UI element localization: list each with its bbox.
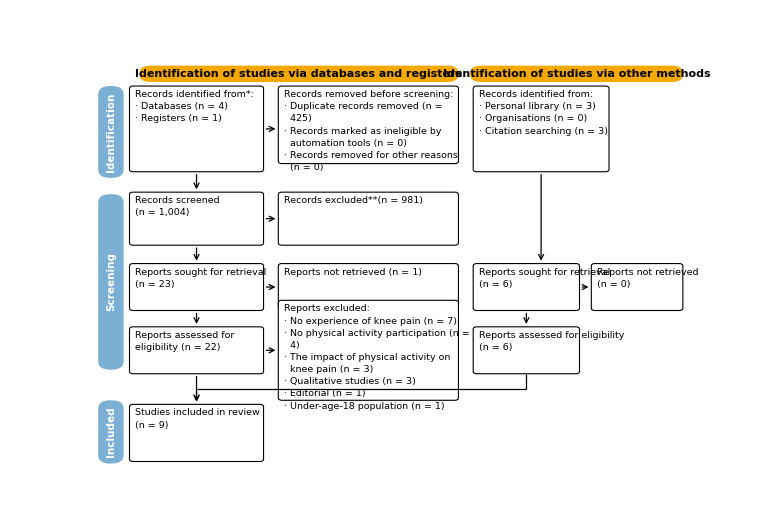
FancyBboxPatch shape — [278, 263, 459, 311]
Text: Reports assessed for eligibility
(n = 6): Reports assessed for eligibility (n = 6) — [479, 331, 625, 352]
FancyBboxPatch shape — [98, 400, 123, 464]
FancyBboxPatch shape — [591, 263, 683, 311]
FancyBboxPatch shape — [130, 192, 264, 245]
FancyBboxPatch shape — [473, 327, 579, 374]
Text: Identification of studies via databases and registers: Identification of studies via databases … — [136, 69, 463, 79]
FancyBboxPatch shape — [130, 327, 264, 374]
Text: Reports sought for retrieval
(n = 23): Reports sought for retrieval (n = 23) — [136, 268, 267, 289]
FancyBboxPatch shape — [473, 263, 579, 311]
Text: Identification of studies via other methods: Identification of studies via other meth… — [443, 69, 710, 79]
Text: Records identified from:
· Personal library (n = 3)
· Organisations (n = 0)
· Ci: Records identified from: · Personal libr… — [479, 90, 608, 136]
Text: Records screened
(n = 1,004): Records screened (n = 1,004) — [136, 196, 220, 217]
Text: Screening: Screening — [106, 252, 116, 312]
FancyBboxPatch shape — [278, 192, 459, 245]
FancyBboxPatch shape — [130, 86, 264, 172]
Text: Reports assessed for
eligibility (n = 22): Reports assessed for eligibility (n = 22… — [136, 331, 235, 352]
FancyBboxPatch shape — [98, 86, 123, 178]
Text: Included: Included — [106, 407, 116, 457]
FancyBboxPatch shape — [130, 263, 264, 311]
FancyBboxPatch shape — [98, 194, 123, 370]
Text: Reports sought for retrieval
(n = 6): Reports sought for retrieval (n = 6) — [479, 268, 610, 289]
FancyBboxPatch shape — [130, 404, 264, 462]
FancyBboxPatch shape — [473, 86, 609, 172]
Text: Reports not retrieved (n = 1): Reports not retrieved (n = 1) — [284, 268, 422, 277]
Text: Records identified from*:
· Databases (n = 4)
· Registers (n = 1): Records identified from*: · Databases (n… — [136, 90, 255, 123]
Text: Records removed before screening:
· Duplicate records removed (n =
  425)
· Reco: Records removed before screening: · Dupl… — [284, 90, 458, 172]
Text: Records excluded**(n = 981): Records excluded**(n = 981) — [284, 196, 423, 205]
Text: Reports excluded:
· No experience of knee pain (n = 7)
· No physical activity pa: Reports excluded: · No experience of kne… — [284, 304, 470, 411]
FancyBboxPatch shape — [139, 66, 459, 82]
Text: Studies included in review
(n = 9): Studies included in review (n = 9) — [136, 409, 260, 430]
FancyBboxPatch shape — [470, 66, 683, 82]
FancyBboxPatch shape — [278, 86, 459, 164]
Text: Identification: Identification — [106, 92, 116, 172]
Text: Reports not retrieved
(n = 0): Reports not retrieved (n = 0) — [597, 268, 699, 289]
FancyBboxPatch shape — [278, 301, 459, 400]
